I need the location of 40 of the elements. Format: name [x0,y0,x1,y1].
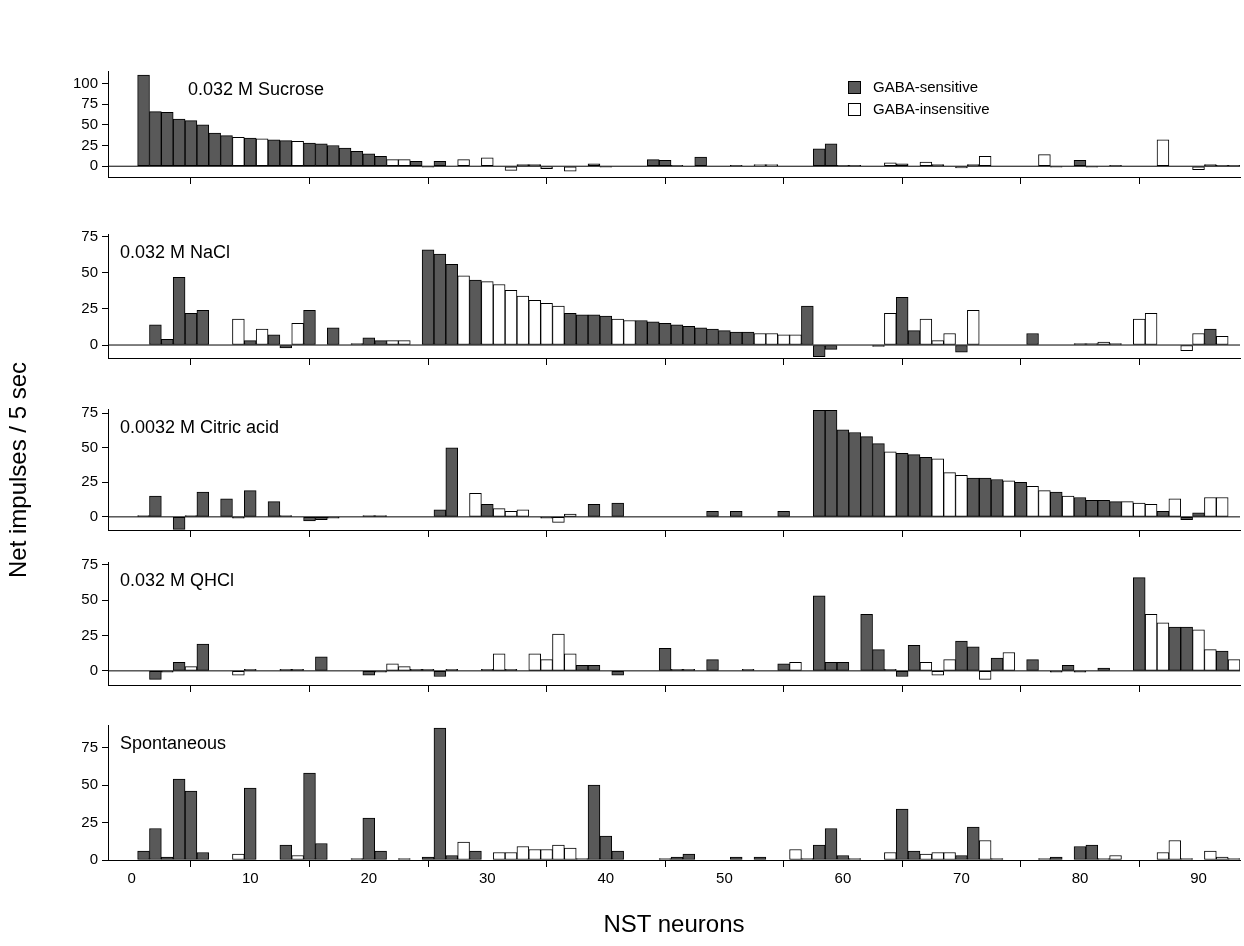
x-tick-label: 80 [1071,869,1089,887]
y-tick-label: 0 [89,156,98,174]
y-tick-label: 25 [81,472,98,490]
y-tick-label: 25 [81,625,98,643]
text: GABA-insensitive [873,99,990,119]
x-tick-label: 70 [953,869,970,887]
y-tick-label: 75 [81,737,98,755]
x-tick-label: 10 [241,869,259,887]
y-tick-label: 25 [81,299,98,317]
y-tick-label: 50 [81,590,98,608]
chart-title: 0.0032 M Citric acid [120,416,280,437]
y-axis-title: Net impulses / 5 sec [4,361,32,578]
y-tick-label: 50 [81,437,98,455]
x-tick-label: 0 [127,869,136,887]
y-tick-label: 75 [81,403,98,421]
y-tick-label: 75 [81,554,98,572]
y-tick-label: 100 [72,73,98,91]
chart-title: Spontaneous [120,732,227,753]
y-tick-label: 25 [81,812,98,830]
y-tick-label: 25 [81,135,98,153]
y-tick-label: 0 [89,850,98,868]
y-tick-label: 0 [89,661,98,678]
x-tick-label: 40 [597,869,615,887]
y-tick-label: 75 [81,94,98,112]
y-tick-label: 0 [89,335,98,353]
legend-label: GABA-sensitive [873,77,979,97]
x-tick-label: 20 [360,869,378,887]
text: 0.032 M NaCl [120,241,231,262]
x-tick-label: 60 [834,869,852,887]
x-axis-title: NST neurons [603,910,745,938]
x-tick-label: 50 [716,869,733,887]
x-tick-label: 90 [1190,869,1207,887]
y-tick-label: 50 [81,775,98,793]
y-tick-label: 50 [81,114,98,132]
x-tick-label: 30 [478,869,496,887]
chart-title: 0.032 M Sucrose [188,78,325,99]
y-tick-label: 50 [81,263,98,281]
y-tick-label: 0 [89,507,98,524]
chart-title: 0.032 M QHCl [120,569,235,590]
y-tick-label: 75 [81,227,98,245]
